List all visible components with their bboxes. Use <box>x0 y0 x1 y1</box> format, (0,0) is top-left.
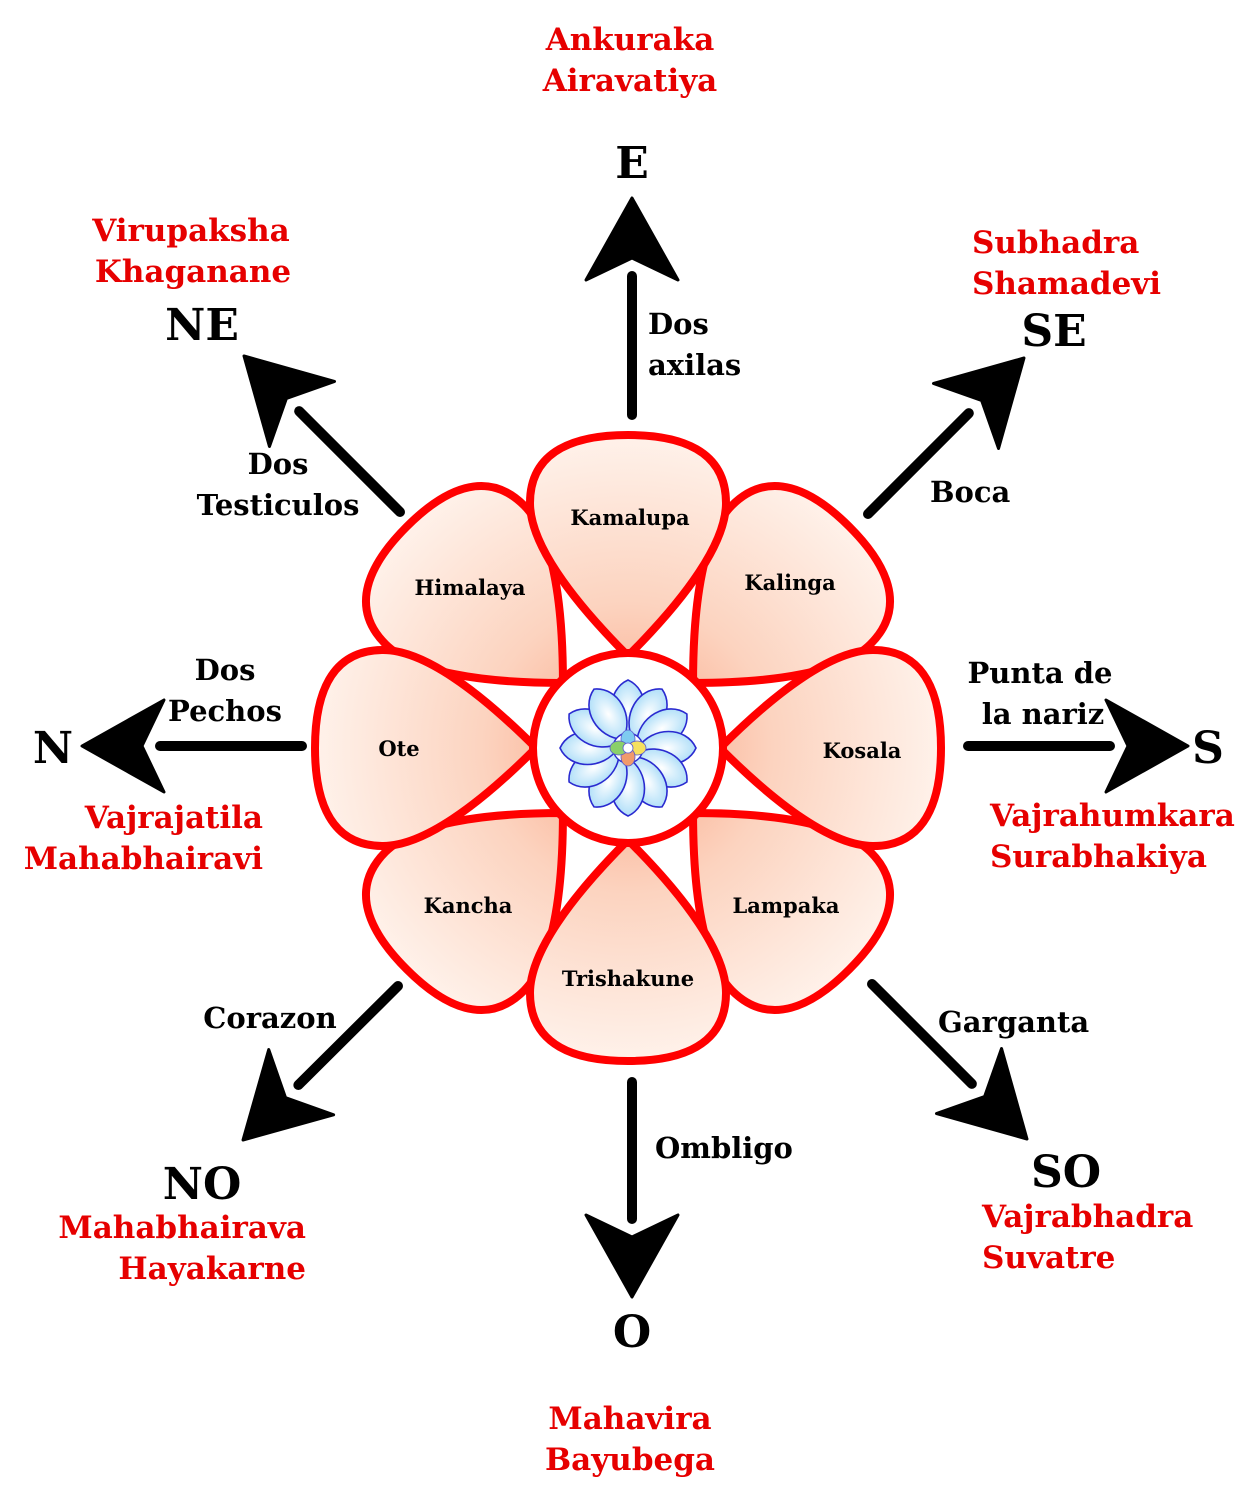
part-label-n-line1: Dos <box>195 653 256 687</box>
arrow-head-e <box>584 196 680 282</box>
petal-label-bottom-left: Kancha <box>424 893 513 918</box>
arrow-head-n <box>80 698 166 794</box>
deity-label-ne-line1: Virupaksha <box>91 213 289 249</box>
arrow-shaft-se <box>863 408 974 519</box>
arrow-head-s <box>1104 698 1190 794</box>
part-label-ne-line1: Dos <box>248 447 309 481</box>
deity-label-no-line2: Hayakarne <box>118 1251 306 1287</box>
deity-label-e-line2: Airavatiya <box>542 63 718 99</box>
petal-right <box>716 646 945 850</box>
part-label-so: Garganta <box>938 1005 1089 1039</box>
direction-label-ne: NE <box>165 300 239 351</box>
arrow-head-se <box>931 356 1026 451</box>
part-label-ne-line2: Testiculos <box>197 488 360 522</box>
part-label-s-line1: Punta de <box>968 656 1113 690</box>
petal-label-bottom: Trishakune <box>562 966 694 991</box>
petal-label-left: Ote <box>378 736 419 761</box>
part-label-n-line2: Pechos <box>168 694 282 728</box>
petal-label-right: Kosala <box>823 738 902 763</box>
deity-label-se-line2: Shamadevi <box>972 266 1161 302</box>
deity-label-n-line1: Vajrajatila <box>84 800 263 836</box>
petal-label-bottom-right: Lampaka <box>732 893 839 918</box>
inner-lotus-icon <box>559 679 697 817</box>
direction-label-so: SO <box>1031 1147 1101 1198</box>
arrow-head-so <box>934 1046 1029 1141</box>
petal-bottom <box>526 836 730 1065</box>
arrow-head-no <box>241 1048 336 1142</box>
deity-label-no-line1: Mahabhairava <box>58 1210 306 1246</box>
part-label-se: Boca <box>930 475 1011 509</box>
petal-label-top: Kamalupa <box>570 505 690 530</box>
direction-label-s: S <box>1192 723 1224 774</box>
direction-label-o: O <box>613 1307 651 1358</box>
arrow-head-ne <box>242 354 337 449</box>
inner-lotus-dot <box>622 742 634 754</box>
deity-label-so-line1: Vajrabhadra <box>981 1199 1193 1235</box>
arrow-head-o <box>584 1213 680 1299</box>
deity-label-n-line2: Mahabhairavi <box>24 841 263 877</box>
part-label-e-line2: axilas <box>648 348 741 382</box>
deity-label-e-line1: Ankuraka <box>545 22 715 58</box>
inner-lotus-petal <box>588 688 628 741</box>
direction-arrows <box>80 196 1190 1299</box>
arrow-shaft-ne <box>294 406 405 517</box>
deity-label-ne-line2: Khaganane <box>95 254 291 290</box>
petal-left <box>311 646 540 850</box>
deity-label-o-line2: Bayubega <box>545 1442 715 1478</box>
deity-label-o-line1: Mahavira <box>548 1401 711 1437</box>
part-label-no: Corazon <box>203 1001 336 1035</box>
part-label-s-line2: la nariz <box>982 697 1105 731</box>
deity-label-s-line1: Vajrahumkara <box>989 798 1235 834</box>
petal-top <box>526 431 730 660</box>
part-label-o: Ombligo <box>655 1131 793 1165</box>
direction-label-no: NO <box>163 1159 242 1210</box>
petal-label-top-right: Kalinga <box>744 570 836 595</box>
deity-label-se-line1: Subhadra <box>972 225 1139 261</box>
lotus-petals <box>311 431 945 1065</box>
arrow-shaft-so <box>867 979 977 1089</box>
part-label-e-line1: Dos <box>648 307 709 341</box>
deity-label-so-line2: Suvatre <box>982 1240 1115 1276</box>
direction-label-e: E <box>615 138 649 189</box>
arrow-shaft-no <box>293 981 403 1091</box>
direction-label-n: N <box>33 723 73 774</box>
direction-label-se: SE <box>1021 306 1086 357</box>
petal-label-top-left: Himalaya <box>414 575 525 600</box>
deity-label-s-line2: Surabhakiya <box>990 839 1207 875</box>
